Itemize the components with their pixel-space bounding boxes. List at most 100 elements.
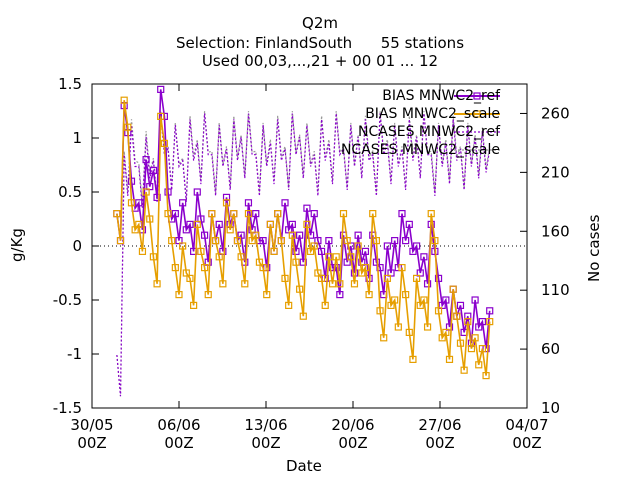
data-point-1 [215, 253, 223, 261]
legend-key-marker-0 [473, 92, 481, 100]
data-point-1 [413, 274, 421, 282]
data-point-0 [317, 247, 326, 255]
data-point-1 [255, 258, 264, 266]
data-point-0 [182, 226, 190, 234]
data-point-1 [398, 264, 406, 272]
data-point-1 [431, 237, 439, 245]
data-point-1 [325, 253, 333, 261]
data-point-0 [423, 280, 432, 288]
data-point-0 [292, 247, 300, 255]
data-point-1 [464, 318, 472, 326]
y2-tick-label: 10 [541, 399, 560, 417]
data-point-0 [413, 242, 421, 250]
data-point-0 [248, 226, 256, 234]
x-tick-label-hour: 00Z [425, 434, 454, 452]
data-point-0 [142, 156, 150, 164]
data-point-1 [288, 231, 296, 239]
data-point-1 [113, 210, 121, 218]
data-point-1 [383, 274, 391, 282]
data-point-1 [135, 220, 143, 228]
data-point-0 [486, 307, 494, 315]
data-point-1 [358, 269, 366, 277]
y2-tick-label: 160 [541, 222, 570, 240]
data-point-0 [299, 258, 307, 266]
data-point-0 [252, 210, 260, 218]
data-point-1 [266, 220, 274, 228]
data-point-1 [303, 220, 311, 228]
data-point-1 [237, 253, 245, 261]
data-point-0 [200, 231, 209, 239]
data-point-1 [314, 269, 322, 277]
data-point-0 [219, 247, 227, 255]
data-point-0 [383, 242, 391, 250]
chart-subtitle-used: Used 00,03,...,21 + 00 01 ... 12 [201, 52, 439, 70]
series-line-1 [116, 100, 491, 376]
data-point-0 [354, 231, 362, 239]
legend-key-marker-1 [473, 110, 481, 118]
data-point-1 [292, 258, 300, 266]
data-point-1 [376, 307, 384, 315]
data-point-0 [175, 237, 183, 245]
data-point-1 [394, 323, 402, 331]
data-point-1 [182, 269, 190, 277]
data-point-1 [347, 253, 355, 261]
data-point-0 [186, 220, 194, 228]
y-tick-label: -1.5 [53, 399, 82, 417]
y-tick-label: 1 [72, 129, 82, 147]
data-point-1 [208, 210, 216, 218]
data-point-1 [142, 188, 150, 196]
data-point-1 [380, 334, 388, 342]
data-point-1 [211, 237, 220, 245]
data-point-1 [449, 285, 457, 293]
data-point-0 [314, 237, 322, 245]
data-point-1 [277, 237, 285, 245]
data-point-0 [285, 226, 293, 234]
data-point-1 [197, 247, 205, 255]
data-point-1 [478, 345, 487, 353]
data-point-1 [420, 296, 428, 304]
data-point-1 [252, 231, 260, 239]
legend-label-ncases-ref: NCASES MNWC2_ref [358, 124, 500, 140]
data-point-1 [460, 366, 468, 374]
data-point-1 [263, 291, 271, 299]
x-tick-label-date: 04/07 [505, 416, 548, 434]
data-point-1 [153, 280, 161, 288]
data-point-0 [358, 258, 366, 266]
data-point-1 [434, 307, 443, 315]
data-point-1 [222, 199, 231, 207]
data-point-1 [482, 372, 490, 380]
data-point-0 [259, 237, 267, 245]
data-point-1 [138, 247, 147, 255]
data-point-1 [416, 301, 424, 309]
data-point-1 [248, 237, 256, 245]
data-point-1 [146, 215, 154, 223]
data-point-0 [288, 220, 296, 228]
data-point-1 [285, 301, 293, 309]
y-axis-label: g/Kg [8, 228, 26, 262]
data-point-0 [146, 183, 154, 191]
data-point-1 [317, 274, 326, 282]
data-point-0 [445, 323, 454, 331]
data-point-0 [409, 247, 417, 255]
data-point-0 [471, 296, 479, 304]
data-point-1 [321, 301, 329, 309]
data-point-1 [179, 242, 187, 250]
data-point-1 [116, 237, 125, 245]
data-point-1 [405, 328, 413, 336]
data-point-1 [339, 210, 348, 218]
data-point-1 [456, 339, 465, 347]
data-point-0 [442, 296, 450, 304]
series-line-2 [116, 113, 491, 397]
data-point-1 [281, 274, 289, 282]
data-point-0 [398, 210, 406, 218]
data-point-0 [281, 199, 289, 207]
data-point-1 [190, 301, 198, 309]
x-tick-label-date: 27/06 [418, 416, 461, 434]
data-point-1 [120, 96, 128, 104]
y-tick-label: 1.5 [58, 75, 82, 93]
data-point-1 [332, 253, 340, 261]
y2-axis-label: No cases [585, 214, 603, 282]
data-point-0 [391, 237, 399, 245]
x-tick-label-date: 13/06 [244, 416, 287, 434]
data-point-1 [372, 237, 380, 245]
